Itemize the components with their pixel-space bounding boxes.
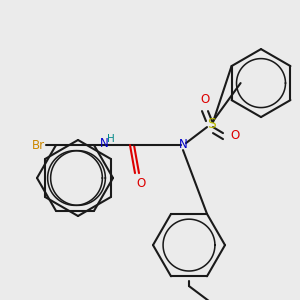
Text: H: H: [107, 134, 115, 144]
Text: O: O: [200, 93, 210, 106]
Text: N: N: [178, 138, 188, 151]
Text: Br: Br: [32, 139, 45, 152]
Text: O: O: [136, 177, 146, 190]
Text: N: N: [100, 136, 108, 150]
Text: S: S: [207, 117, 215, 131]
Text: O: O: [230, 129, 240, 142]
